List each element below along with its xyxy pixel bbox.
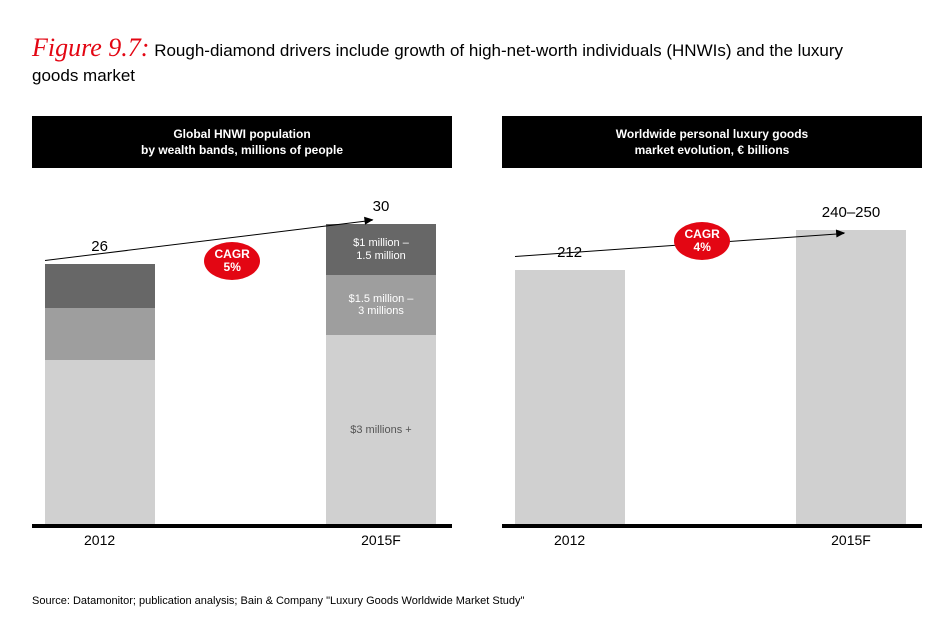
bar-segment: $3 millions +	[326, 335, 436, 524]
x-axis-label: 2015F	[326, 532, 436, 548]
right-chart-header-line1: Worldwide personal luxury goods	[508, 126, 916, 142]
bar: $1 million –1.5 million$1.5 million –3 m…	[326, 224, 436, 524]
figure-number: Figure 9.7:	[32, 33, 149, 62]
cagr-badge: CAGR4%	[674, 222, 730, 260]
right-chart: Worldwide personal luxury goods market e…	[502, 116, 922, 528]
bar-group: 30$1 million –1.5 million$1.5 million –3…	[326, 224, 436, 524]
left-chart-header-line2: by wealth bands, millions of people	[38, 142, 446, 158]
bar-group: 262012	[45, 264, 155, 524]
x-axis-label: 2012	[45, 532, 155, 548]
cagr-label: CAGR	[685, 228, 720, 242]
left-chart: Global HNWI population by wealth bands, …	[32, 116, 452, 528]
right-chart-plot: CAGR4% 2122012 240–2502015F	[502, 228, 922, 528]
bar-segment	[45, 264, 155, 308]
x-axis-label: 2012	[515, 532, 625, 548]
figure-caption: Rough-diamond drivers include growth of …	[32, 41, 843, 85]
bar-segment	[796, 230, 906, 524]
bar-group: 2122012	[515, 270, 625, 524]
bar-total-label: 240–250	[796, 204, 906, 221]
cagr-value: 5%	[224, 261, 241, 275]
bar-segment	[515, 270, 625, 524]
charts-row: Global HNWI population by wealth bands, …	[32, 116, 922, 528]
bar	[45, 264, 155, 524]
bar	[515, 270, 625, 524]
cagr-label: CAGR	[215, 248, 250, 262]
left-chart-header: Global HNWI population by wealth bands, …	[32, 116, 452, 168]
right-chart-header-line2: market evolution, € billions	[508, 142, 916, 158]
source-note: Source: Datamonitor; publication analysi…	[32, 595, 524, 607]
bar-segment: $1.5 million –3 millions	[326, 275, 436, 335]
figure-title: Figure 9.7: Rough-diamond drivers includ…	[32, 30, 922, 88]
cagr-value: 4%	[694, 241, 711, 255]
bar-group: 240–2502015F	[796, 230, 906, 524]
right-chart-header: Worldwide personal luxury goods market e…	[502, 116, 922, 168]
left-chart-plot: CAGR5%26201230$1 million –1.5 million$1.…	[32, 228, 452, 528]
bar-segment	[45, 360, 155, 524]
x-axis-label: 2015F	[796, 532, 906, 548]
cagr-badge: CAGR5%	[204, 242, 260, 280]
bar-total-label: 30	[326, 198, 436, 215]
bar	[796, 230, 906, 524]
left-chart-header-line1: Global HNWI population	[38, 126, 446, 142]
bar-segment: $1 million –1.5 million	[326, 224, 436, 275]
bar-segment	[45, 308, 155, 360]
